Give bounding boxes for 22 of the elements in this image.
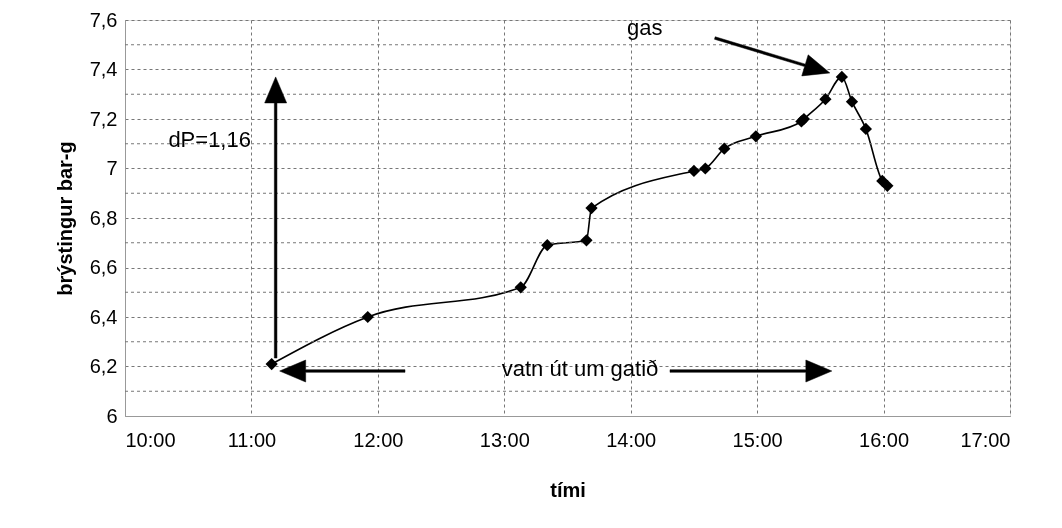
y-tick-label: 6,6 [89,256,118,278]
x-tick-label: 16:00 [859,428,910,451]
y-tick-label: 7,2 [89,107,118,130]
x-axis-title: tími [550,478,586,501]
y-tick-label: 7 [106,157,118,179]
annotation: vatn út um gatið [501,356,659,382]
y-tick-label: 6,2 [89,355,118,377]
x-tick-label: 12:00 [353,428,404,451]
y-tick-label: 7,4 [89,58,118,80]
x-tick-label: 11:00 [227,428,277,451]
y-tick-label: 6,8 [89,206,118,229]
annotation: gas [627,15,663,40]
y-axis-title: brýstingur bar-g [53,141,76,296]
y-tick-label: 7,6 [89,8,118,31]
y-tick-label: 6 [106,404,118,427]
x-tick-label: 10:00 [125,428,176,451]
x-tick-label: 15:00 [732,428,783,451]
x-tick-label: 17:00 [960,428,1011,451]
y-tick-label: 6,4 [89,305,118,328]
x-tick-label: 13:00 [479,428,530,451]
x-tick-label: 14:00 [606,428,657,451]
annotation: dP=1,16 [168,126,251,152]
